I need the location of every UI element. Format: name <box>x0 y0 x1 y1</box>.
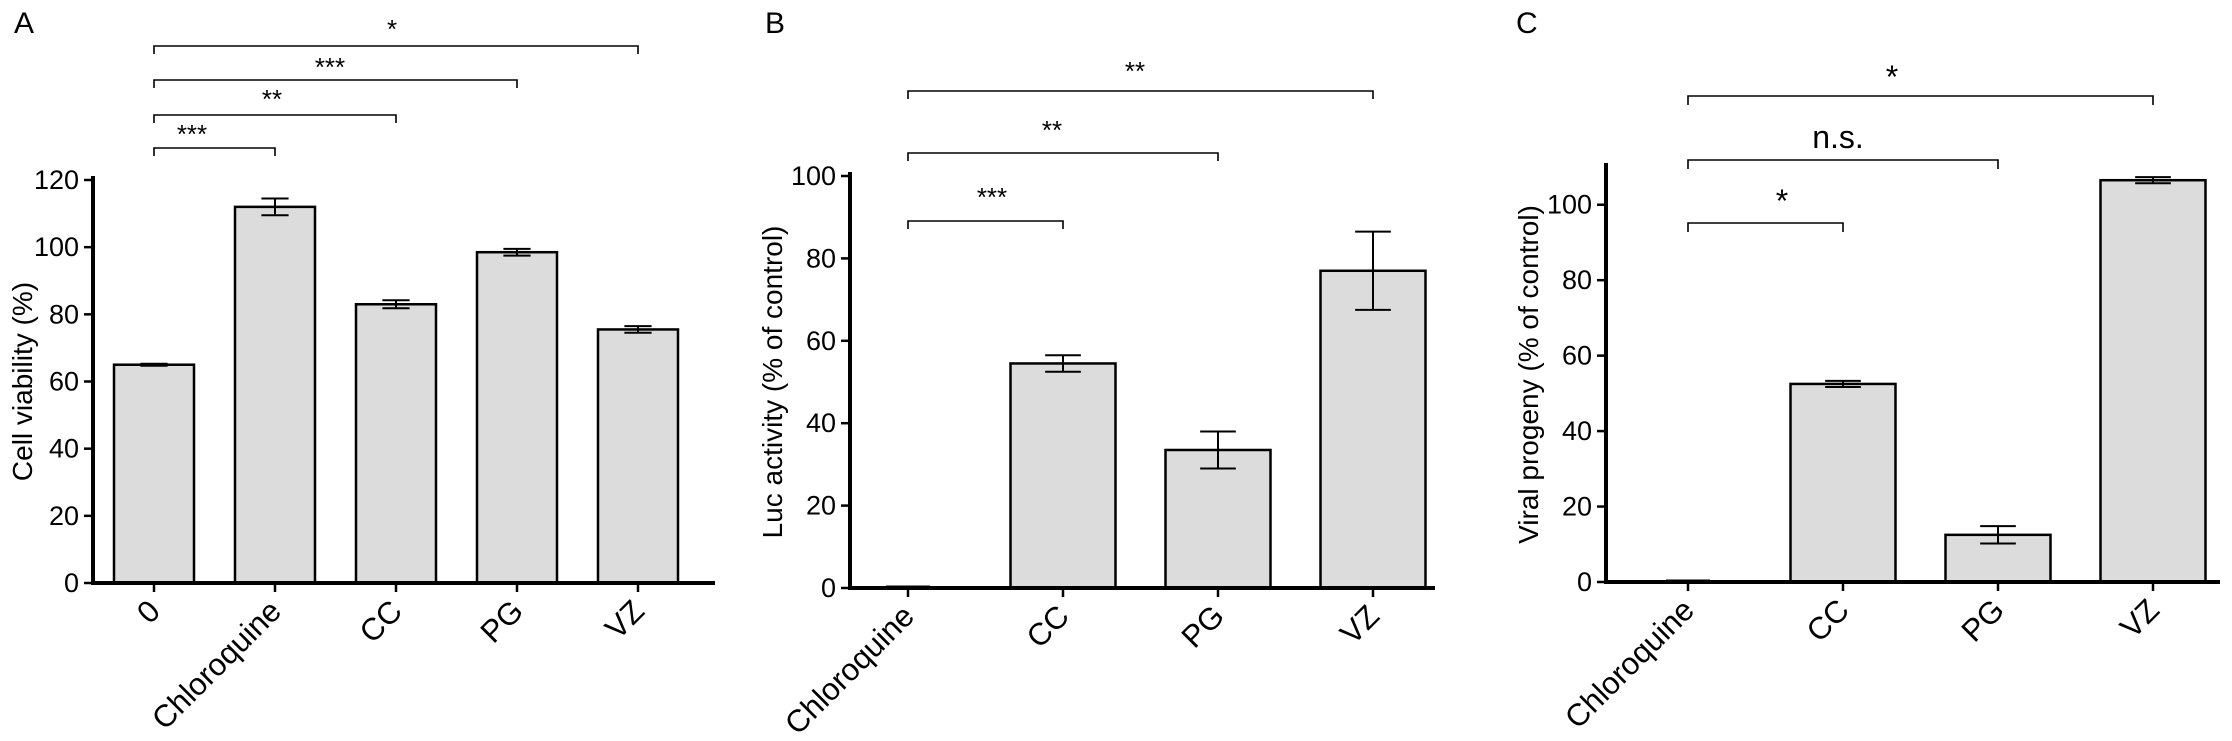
bar <box>2099 178 2207 584</box>
significance-bracket <box>153 147 276 156</box>
y-tick-label: 100 <box>1547 190 1592 220</box>
significance-label: * <box>1886 59 1898 95</box>
y-tick-label: 100 <box>791 161 836 191</box>
panel-letter: A <box>14 7 34 40</box>
y-tick-label: 80 <box>1562 265 1592 295</box>
bar <box>112 363 196 585</box>
significance-label: *** <box>977 182 1007 212</box>
significance-bracket <box>907 152 1219 161</box>
panel-letter: C <box>1516 7 1538 40</box>
bar <box>1164 448 1272 590</box>
bar <box>475 250 559 585</box>
significance-bracket <box>153 79 518 88</box>
significance-bracket <box>1687 222 1844 232</box>
significance-bracket <box>1687 95 2154 105</box>
y-tick-label: 60 <box>1562 341 1592 371</box>
y-tick-label: 80 <box>49 299 79 329</box>
significance-label: *** <box>177 119 207 149</box>
x-tick-label: Chloroquine <box>1558 592 1701 735</box>
bar <box>1009 362 1117 590</box>
x-tick-label: VZ <box>2113 592 2166 645</box>
bar <box>354 303 438 585</box>
x-tick-label: PG <box>1955 592 2011 648</box>
x-tick-label: VZ <box>598 593 651 646</box>
x-tick-label: CC <box>353 593 409 649</box>
significance-label: n.s. <box>1812 119 1864 155</box>
y-tick-label: 100 <box>34 232 79 262</box>
y-tick-label: 40 <box>1562 416 1592 446</box>
y-tick-label: 80 <box>806 243 836 273</box>
y-tick-label: 0 <box>821 573 836 603</box>
y-tick-label: 60 <box>806 326 836 356</box>
bar <box>233 205 317 585</box>
x-tick-label: VZ <box>1333 598 1386 651</box>
y-tick-label: 0 <box>64 568 79 598</box>
significance-bracket <box>907 90 1374 99</box>
y-tick-label: 20 <box>806 491 836 521</box>
bar <box>596 328 680 585</box>
significance-label: ** <box>1125 56 1145 86</box>
x-tick-label: CC <box>1020 598 1076 654</box>
y-tick-label: 20 <box>49 501 79 531</box>
y-tick-label: 20 <box>1562 492 1592 522</box>
y-tick-label: 120 <box>34 165 79 195</box>
significance-bracket <box>907 220 1064 229</box>
x-tick-label: Chloroquine <box>145 593 288 736</box>
x-tick-label: Chloroquine <box>778 598 921 741</box>
significance-label: ** <box>1042 115 1062 145</box>
significance-label: ** <box>262 84 282 114</box>
significance-label: * <box>387 14 397 44</box>
significance-label: * <box>1776 183 1788 219</box>
y-axis-label: Viral progeny (% of control) <box>1513 205 1544 544</box>
bar <box>1789 382 1897 584</box>
x-tick-label: 0 <box>130 593 167 630</box>
x-tick-label: PG <box>474 593 530 649</box>
y-tick-label: 60 <box>49 367 79 397</box>
x-tick-label: PG <box>1175 598 1231 654</box>
y-axis-label: Cell viability (%) <box>7 282 38 481</box>
significance-bracket <box>1687 159 1999 169</box>
significance-bracket <box>153 114 397 123</box>
x-tick-label: CC <box>1800 592 1856 648</box>
y-axis-label: Luc activity (% of control) <box>757 226 788 539</box>
significance-bracket <box>153 45 639 54</box>
y-tick-label: 40 <box>806 408 836 438</box>
bar <box>1319 269 1427 590</box>
significance-label: *** <box>315 52 345 82</box>
y-tick-label: 40 <box>49 434 79 464</box>
y-tick-label: 0 <box>1577 567 1592 597</box>
panel-letter: B <box>765 7 785 40</box>
